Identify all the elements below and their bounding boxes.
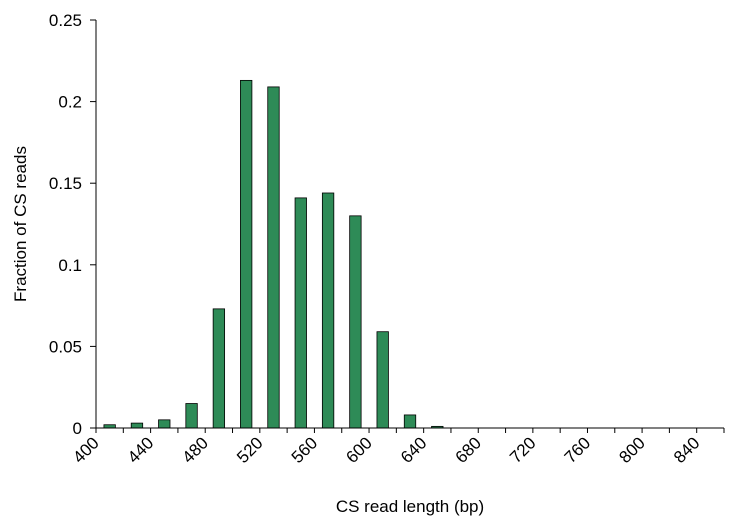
axes-group [95, 20, 724, 429]
bar-460-480 [185, 403, 198, 429]
x-axis-title: CS read length (bp) [336, 497, 484, 516]
bars-group [103, 79, 444, 429]
y-axis-title: Fraction of CS reads [11, 146, 30, 302]
x-tick-label: 840 [670, 433, 703, 466]
x-tick-label: 600 [342, 433, 375, 466]
x-tick-label: 560 [288, 433, 321, 466]
y-tick-label: 0.25 [49, 11, 82, 30]
bar-600-620 [376, 331, 389, 429]
x-tick-label: 400 [69, 433, 102, 466]
y-tick-label: 0.05 [49, 337, 82, 356]
y-tick-label: 0.15 [49, 174, 82, 193]
x-tick-label: 680 [452, 433, 485, 466]
x-tick-label: 720 [506, 433, 539, 466]
bar-520-540 [267, 86, 280, 429]
x-tick-label: 480 [179, 433, 212, 466]
bar-440-460 [158, 419, 171, 429]
x-tick-label: 520 [233, 433, 266, 466]
y-tick-label: 0.2 [58, 93, 82, 112]
bar-500-520 [240, 79, 253, 429]
x-tick-label: 800 [615, 433, 648, 466]
x-tick-label: 640 [397, 433, 430, 466]
x-tick-label: 760 [561, 433, 594, 466]
x-tick-label: 440 [124, 433, 157, 466]
y-tick-label: 0.1 [58, 256, 82, 275]
bar-580-600 [349, 215, 362, 429]
bar-620-640 [403, 414, 417, 429]
bar-420-440 [130, 422, 144, 429]
bar-480-500 [212, 308, 226, 429]
y-tick-label: 0 [73, 419, 82, 438]
bar-540-560 [294, 197, 307, 429]
bar-560-580 [321, 192, 335, 429]
